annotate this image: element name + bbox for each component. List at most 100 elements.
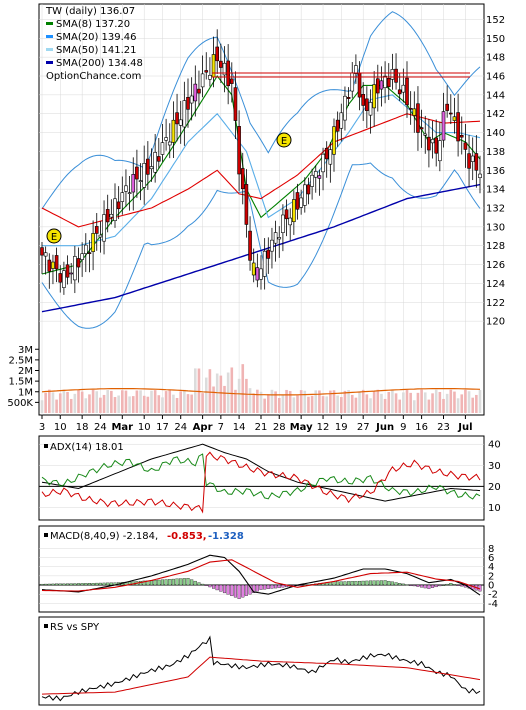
price-candle bbox=[478, 155, 482, 194]
candle-body bbox=[76, 258, 81, 268]
volume-bar bbox=[40, 400, 44, 413]
price-candle bbox=[237, 110, 241, 192]
volume-bar bbox=[460, 394, 464, 413]
volume-bar bbox=[391, 389, 394, 413]
macd-value: MACD(8,40,9) -2.184, bbox=[50, 531, 158, 542]
price-candle bbox=[131, 157, 136, 211]
candle-body bbox=[343, 95, 347, 121]
price-candle bbox=[105, 194, 110, 233]
volume-bar bbox=[110, 390, 113, 413]
volume-bar bbox=[340, 397, 343, 413]
candle-body bbox=[397, 89, 402, 95]
price-candle bbox=[248, 216, 252, 271]
price-candle bbox=[84, 233, 88, 273]
price-candle bbox=[233, 71, 238, 140]
volume-bar bbox=[121, 390, 124, 413]
volume-bar bbox=[58, 393, 62, 413]
svg-text:MACD(8,40,9) -2.184,: MACD(8,40,9) -2.184, bbox=[50, 531, 158, 542]
macd-tick-label: 4 bbox=[488, 562, 494, 573]
axis-labels-layer: 1201221241261281301321341361381401421441… bbox=[7, 15, 505, 610]
macd-histogram-bar bbox=[62, 583, 66, 586]
candle-body bbox=[266, 249, 271, 259]
volume-bar bbox=[201, 393, 204, 413]
price-candle bbox=[109, 199, 114, 225]
volume-bar bbox=[274, 391, 277, 413]
price-candle bbox=[332, 118, 336, 172]
candle-body bbox=[40, 247, 44, 256]
volume-bar bbox=[464, 389, 467, 413]
price-tick-label: 128 bbox=[486, 241, 505, 252]
volume-bar bbox=[471, 397, 474, 413]
volume-bar bbox=[150, 390, 153, 413]
price-tick-label: 132 bbox=[486, 204, 505, 215]
macd-histogram-bar bbox=[430, 584, 435, 588]
price-candle bbox=[467, 134, 471, 188]
macd-histogram-bar bbox=[270, 584, 274, 589]
price-tick-label: 134 bbox=[486, 185, 505, 196]
macd-histogram-bar bbox=[160, 579, 165, 586]
candle-body bbox=[182, 100, 187, 128]
volume-bar bbox=[69, 398, 73, 413]
candle-body bbox=[171, 119, 176, 143]
price-candle bbox=[423, 115, 428, 154]
candle-body bbox=[350, 72, 355, 92]
price-candle bbox=[197, 70, 201, 107]
candle-body bbox=[317, 175, 322, 179]
price-candle bbox=[339, 103, 344, 142]
price-tick-label: 148 bbox=[486, 53, 505, 64]
candle-body bbox=[321, 153, 325, 173]
price-candle bbox=[124, 169, 128, 207]
price-candle bbox=[313, 165, 318, 193]
macd-histogram-bar bbox=[233, 584, 238, 598]
candle-body bbox=[335, 119, 340, 132]
candle-body bbox=[292, 199, 296, 223]
candle-body bbox=[160, 142, 165, 155]
price-tick-label: 120 bbox=[486, 317, 505, 328]
candle-body bbox=[324, 147, 329, 160]
candle-body bbox=[240, 168, 245, 190]
volume-bar bbox=[380, 393, 383, 413]
candle-body bbox=[149, 166, 154, 170]
sma8-label: SMA(8) 137.20 bbox=[56, 19, 130, 30]
candle-body bbox=[302, 184, 307, 206]
macd-histogram-bar bbox=[87, 583, 92, 586]
macd-histogram-bar bbox=[343, 581, 347, 586]
candle-body bbox=[255, 267, 260, 281]
volume-bar bbox=[84, 398, 88, 413]
candle-body bbox=[259, 268, 263, 280]
volume-bar bbox=[219, 375, 223, 413]
volume-bar bbox=[157, 395, 161, 413]
macd-tick-label: 0 bbox=[488, 581, 494, 592]
candle-body bbox=[288, 217, 293, 226]
macd-histogram-bar bbox=[277, 584, 281, 588]
macd-histogram-bar bbox=[168, 579, 172, 586]
volume-tick-label: 2.5M bbox=[8, 355, 33, 366]
macd-histogram-bar bbox=[255, 584, 259, 592]
date-tick-label: 10 bbox=[138, 422, 151, 433]
candle-body bbox=[394, 68, 398, 83]
volume-bar bbox=[135, 390, 139, 413]
watermark: OptionChance.com bbox=[46, 71, 141, 82]
macd-histogram-bar bbox=[339, 581, 343, 586]
macd-histogram-bar bbox=[241, 584, 245, 598]
macd-histogram-bar bbox=[420, 584, 424, 588]
price-candle bbox=[153, 134, 157, 183]
volume-bar bbox=[146, 396, 150, 413]
candle-body bbox=[423, 133, 428, 136]
price-candle bbox=[62, 261, 66, 295]
price-candle bbox=[69, 263, 73, 284]
volume-bar bbox=[467, 391, 471, 413]
volume-bar bbox=[281, 394, 285, 413]
price-candle bbox=[87, 240, 92, 273]
adx-legend: ADX(14) 18.01 bbox=[44, 442, 124, 453]
price-candle bbox=[51, 254, 55, 285]
macd-histogram-bar bbox=[387, 580, 391, 586]
macd-histogram-bar bbox=[98, 582, 102, 586]
volume-bar bbox=[106, 390, 109, 413]
macd-histogram-bar bbox=[347, 581, 351, 586]
candle-body bbox=[346, 96, 351, 99]
price-candle bbox=[240, 152, 245, 205]
volume-bar bbox=[336, 395, 339, 413]
macd-histogram-bar bbox=[237, 584, 241, 599]
volume-bar bbox=[256, 389, 259, 413]
